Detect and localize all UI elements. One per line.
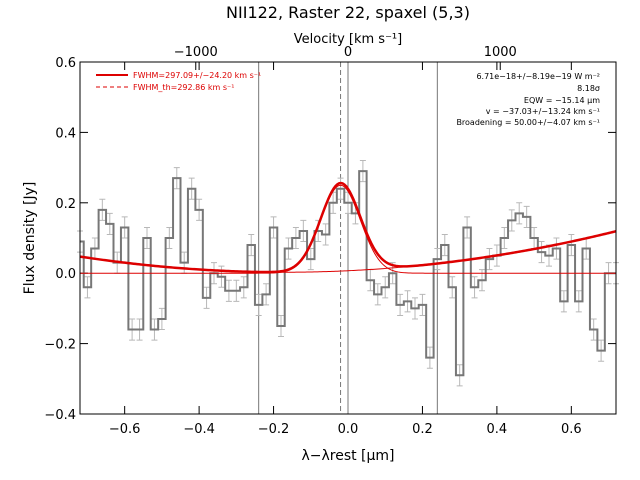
legend-label-fwhm-th: FWHM_th=292.86 km s⁻¹ bbox=[133, 83, 234, 92]
top-tick-label: 0 bbox=[344, 45, 352, 60]
total-fit-line bbox=[79, 181, 617, 274]
axis-ticks: −0.6 −0.4 −0.2 0.0 0.2 0.4 0.6 −0.4 −0.2 0.0 0.2 0.… bbox=[44, 45, 616, 437]
x-tick-label: −0.2 bbox=[258, 422, 290, 437]
y-axis-label: Flux density [Jy] bbox=[22, 182, 38, 295]
gaussian-component bbox=[80, 184, 616, 274]
plot-frame bbox=[79, 61, 617, 415]
annotation-flux: 6.71e−18+/−8.19e−19 W m⁻² bbox=[476, 72, 600, 81]
annotations: 6.71e−18+/−8.19e−19 W m⁻² 8.18σ EQW = −1… bbox=[456, 72, 600, 127]
y-tick-label: −0.4 bbox=[44, 408, 76, 423]
y-tick-label: 0.0 bbox=[55, 267, 76, 282]
chart-title: NII122, Raster 22, spaxel (5,3) bbox=[226, 3, 470, 22]
x-tick-label: −0.4 bbox=[183, 422, 215, 437]
reference-lines bbox=[258, 62, 438, 414]
y-tick-label: 0.2 bbox=[55, 197, 76, 212]
x-tick-label: 0.0 bbox=[338, 422, 359, 437]
x-tick-label: 0.6 bbox=[561, 422, 582, 437]
top-axis-label: Velocity [km s⁻¹] bbox=[294, 32, 402, 47]
y-tick-label: −0.2 bbox=[44, 338, 76, 353]
y-tick-label: 0.6 bbox=[55, 56, 76, 71]
annotation-significance: 8.18σ bbox=[577, 84, 600, 93]
x-tick-label: 0.2 bbox=[412, 422, 433, 437]
x-tick-label: −0.6 bbox=[109, 422, 141, 437]
annotation-broadening: Broadening = 50.00+/−4.07 km s⁻¹ bbox=[456, 118, 600, 127]
top-tick-label: 1000 bbox=[484, 45, 517, 60]
y-tick-label: 0.4 bbox=[55, 126, 76, 141]
annotation-eqw: EQW = −15.14 μm bbox=[524, 96, 600, 105]
annotation-velocity: v = −37.03+/−13.24 km s⁻¹ bbox=[486, 107, 600, 116]
x-tick-label: 0.4 bbox=[487, 422, 508, 437]
legend: FWHM=297.09+/−24.20 km s⁻¹ FWHM_th=292.8… bbox=[96, 71, 261, 92]
legend-label-fwhm: FWHM=297.09+/−24.20 km s⁻¹ bbox=[133, 71, 261, 80]
spectrum-histogram bbox=[80, 170, 616, 377]
top-tick-label: −1000 bbox=[174, 45, 218, 60]
fit-layer bbox=[79, 181, 617, 274]
x-axis-label: λ−λrest [μm] bbox=[301, 448, 394, 464]
